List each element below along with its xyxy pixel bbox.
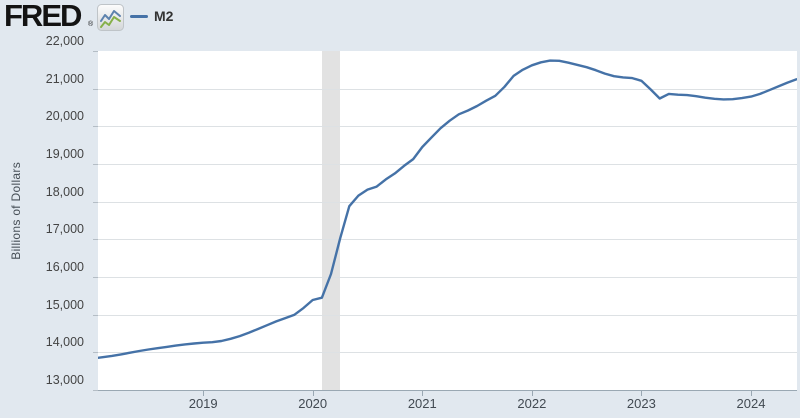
y-tick-label: 13,000	[45, 373, 84, 387]
y-tick-mark	[93, 164, 98, 165]
y-tick-label: 19,000	[45, 147, 84, 161]
registered-trademark: ®	[88, 21, 94, 28]
gridline	[98, 314, 797, 316]
y-tick-label: 15,000	[45, 297, 84, 312]
y-tick-mark	[93, 51, 98, 52]
x-axis-line	[98, 390, 797, 391]
gridline	[98, 277, 797, 278]
y-tick-label: 18,000	[45, 184, 84, 199]
gridline	[98, 201, 797, 203]
legend-line-swatch	[130, 15, 148, 18]
x-tick-label: 2020	[298, 396, 328, 411]
x-tick-label: 2023	[626, 396, 656, 411]
fred-logo-text: FRED	[4, 0, 82, 33]
gridline	[98, 164, 797, 165]
y-tick-mark	[93, 88, 98, 90]
y-tick-mark	[93, 239, 98, 241]
y-tick-label: 14,000	[45, 335, 84, 350]
x-tick-mark	[203, 391, 205, 396]
y-tick-mark	[93, 352, 98, 354]
x-tick-mark	[531, 391, 533, 396]
y-axis-title: Billions of Dollars	[9, 162, 23, 260]
gridline	[98, 88, 797, 90]
y-tick-mark	[93, 390, 98, 391]
x-tick-label: 2022	[517, 396, 547, 411]
x-tick-mark	[312, 391, 314, 396]
y-tick-label: 17,000	[45, 222, 84, 237]
x-tick-mark	[641, 391, 643, 396]
y-tick-mark	[93, 126, 98, 128]
fred-logo-link[interactable]: FRED ®	[4, 0, 124, 33]
x-tick-label: 2019	[188, 396, 218, 411]
y-tick-label: 21,000	[45, 71, 84, 86]
x-tick-mark	[751, 391, 752, 396]
y-tick-mark	[93, 277, 98, 278]
y-tick-mark	[93, 201, 98, 203]
x-tick-label: 2024	[736, 396, 766, 411]
m2-line-series[interactable]	[98, 51, 797, 390]
header: FRED ® M2	[0, 0, 800, 40]
legend-series-label: M2	[154, 8, 174, 24]
gridline	[98, 239, 797, 241]
recession-band	[321, 51, 341, 390]
y-tick-mark	[93, 314, 98, 316]
plot-area[interactable]	[98, 51, 797, 390]
y-tick-label: 16,000	[45, 260, 84, 274]
x-tick-label: 2021	[407, 396, 437, 411]
y-tick-label: 22,000	[45, 34, 84, 48]
fred-sparkline-icon	[97, 4, 124, 31]
x-tick-mark	[422, 391, 424, 396]
gridline	[98, 126, 797, 128]
y-tick-label: 20,000	[45, 109, 84, 124]
gridline	[98, 352, 797, 354]
